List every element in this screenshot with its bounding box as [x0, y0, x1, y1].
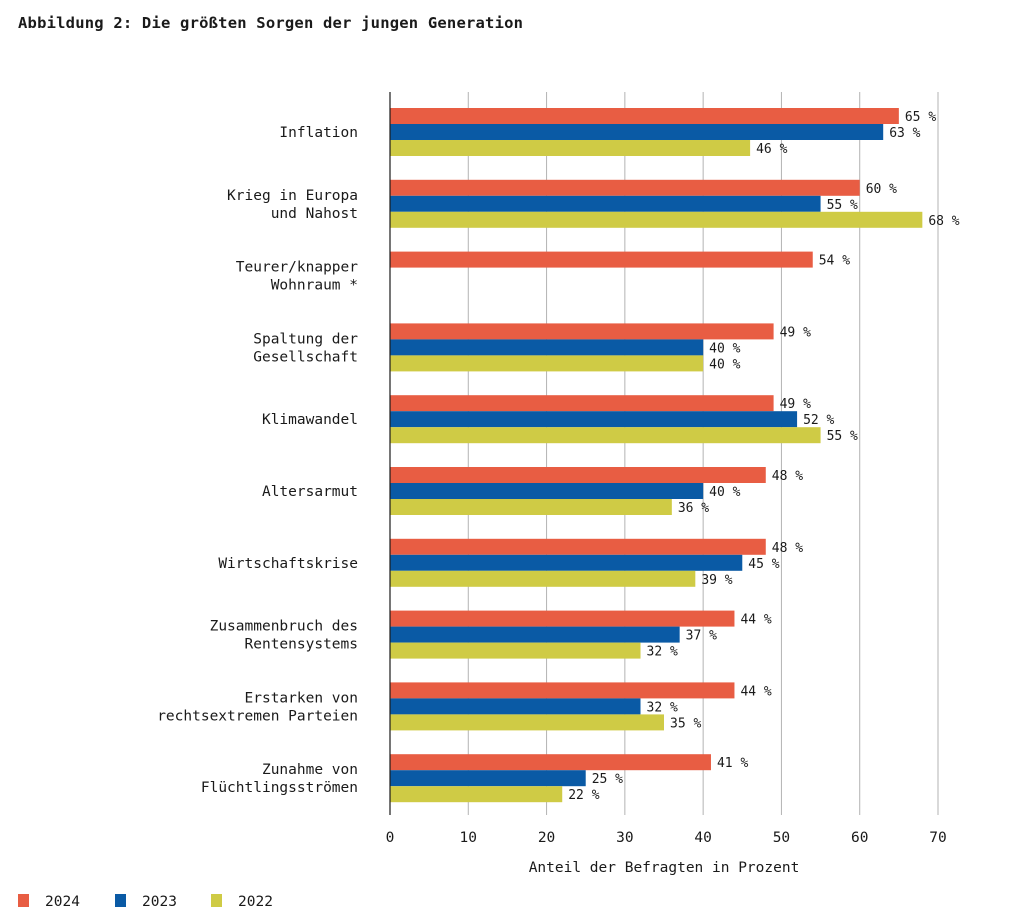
chart-title: Abbildung 2: Die größten Sorgen der jung…	[18, 14, 524, 32]
bar-2024	[390, 108, 899, 124]
x-tick-label: 30	[616, 830, 633, 846]
data-label: 48 %	[772, 469, 803, 484]
bar-2022	[390, 427, 821, 444]
bar-2022	[390, 570, 696, 587]
bar-2023	[390, 626, 680, 643]
data-label: 55 %	[827, 198, 858, 213]
data-label: 63 %	[889, 126, 920, 141]
bar-2023	[390, 195, 821, 212]
data-label: 65 %	[905, 110, 936, 125]
data-label: 37 %	[686, 629, 717, 644]
data-label: 68 %	[928, 214, 959, 229]
legend-swatch-2022	[211, 894, 222, 907]
bar-2022	[390, 140, 751, 156]
bar-2022	[390, 355, 704, 372]
data-label: 55 %	[827, 429, 858, 444]
category-label: Spaltung der	[253, 331, 358, 347]
bar-2024	[390, 179, 860, 196]
category-label: Erstarken von	[245, 690, 359, 706]
data-label: 40 %	[709, 485, 740, 500]
data-label: 35 %	[670, 716, 701, 731]
bar-2023	[390, 698, 641, 715]
x-tick-label: 50	[773, 830, 790, 846]
data-label: 52 %	[803, 413, 834, 428]
bar-2022	[390, 714, 664, 731]
category-label: Altersarmut	[262, 484, 358, 500]
bar-2024	[390, 754, 711, 771]
data-label: 45 %	[748, 557, 779, 572]
bar-2024	[390, 467, 766, 483]
bar-2023	[390, 554, 743, 571]
data-label: 48 %	[772, 541, 803, 556]
bar-2024	[390, 395, 774, 412]
x-axis-label: Anteil der Befragten in Prozent	[529, 860, 800, 876]
data-label: 41 %	[717, 756, 748, 771]
category-label: Zusammenbruch des	[210, 619, 358, 635]
legend-label: 2024	[45, 894, 80, 910]
legend-swatch-2023	[115, 894, 126, 907]
bar-2023	[390, 124, 884, 140]
data-label: 44 %	[740, 613, 771, 628]
category-label: Krieg in Europa	[227, 188, 358, 204]
legend-swatch-2024	[18, 894, 29, 907]
legend-label: 2023	[142, 894, 177, 910]
data-label: 25 %	[592, 772, 623, 787]
x-tick-labels: 0 10 20 30 40 50 60 70	[386, 830, 947, 846]
bar-2023	[390, 339, 704, 356]
data-label: 39 %	[701, 573, 732, 588]
bar-2023	[390, 770, 586, 787]
category-labels: Inflation Krieg in Europa und Nahost Teurer…	[157, 125, 358, 796]
x-tick-label: 0	[386, 830, 395, 846]
bar-2023	[390, 411, 798, 428]
category-label: Wirtschaftskrise	[218, 556, 358, 572]
data-label: 44 %	[740, 684, 771, 699]
bar-2022	[390, 211, 923, 228]
data-label: 32 %	[647, 700, 678, 715]
legend-label: 2022	[238, 894, 273, 910]
bar-2022	[390, 786, 563, 803]
legend: 2024 2023 2022	[18, 894, 273, 910]
category-label: Rentensystems	[245, 637, 359, 653]
category-label: Gesellschaft	[253, 349, 358, 365]
x-tick-label: 60	[851, 830, 868, 846]
category-label: Inflation	[279, 125, 358, 141]
data-label: 32 %	[647, 645, 678, 660]
x-tick-label: 20	[538, 830, 555, 846]
data-label: 36 %	[678, 501, 709, 516]
bar-2024	[390, 323, 774, 340]
bar-2024	[390, 610, 735, 627]
data-label: 54 %	[819, 254, 850, 269]
data-label: 49 %	[780, 325, 811, 340]
bar-2024	[390, 538, 766, 555]
category-label: Flüchtlingsströmen	[201, 780, 358, 796]
category-label: Wohnraum *	[271, 278, 358, 294]
x-tick-label: 10	[460, 830, 477, 846]
bar-2024	[390, 682, 735, 699]
category-label: rechtsextremen Parteien	[157, 708, 358, 724]
category-label: Klimawandel	[262, 412, 358, 428]
data-labels: 65 %63 %46 %60 %55 %68 %54 %49 %40 %40 %…	[568, 110, 960, 803]
x-tick-label: 70	[929, 830, 946, 846]
x-tick-label: 40	[694, 830, 711, 846]
bar-2023	[390, 483, 704, 499]
data-label: 46 %	[756, 142, 787, 157]
bars	[390, 108, 923, 803]
data-label: 22 %	[568, 788, 599, 803]
data-label: 49 %	[780, 397, 811, 412]
category-label: und Nahost	[271, 206, 358, 222]
bar-2022	[390, 642, 641, 659]
bar-2022	[390, 499, 672, 515]
category-label: Teurer/knapper	[236, 260, 358, 276]
category-label: Zunahme von	[262, 762, 358, 778]
data-label: 40 %	[709, 357, 740, 372]
data-label: 60 %	[866, 182, 897, 197]
bar-2024	[390, 251, 813, 268]
data-label: 40 %	[709, 341, 740, 356]
